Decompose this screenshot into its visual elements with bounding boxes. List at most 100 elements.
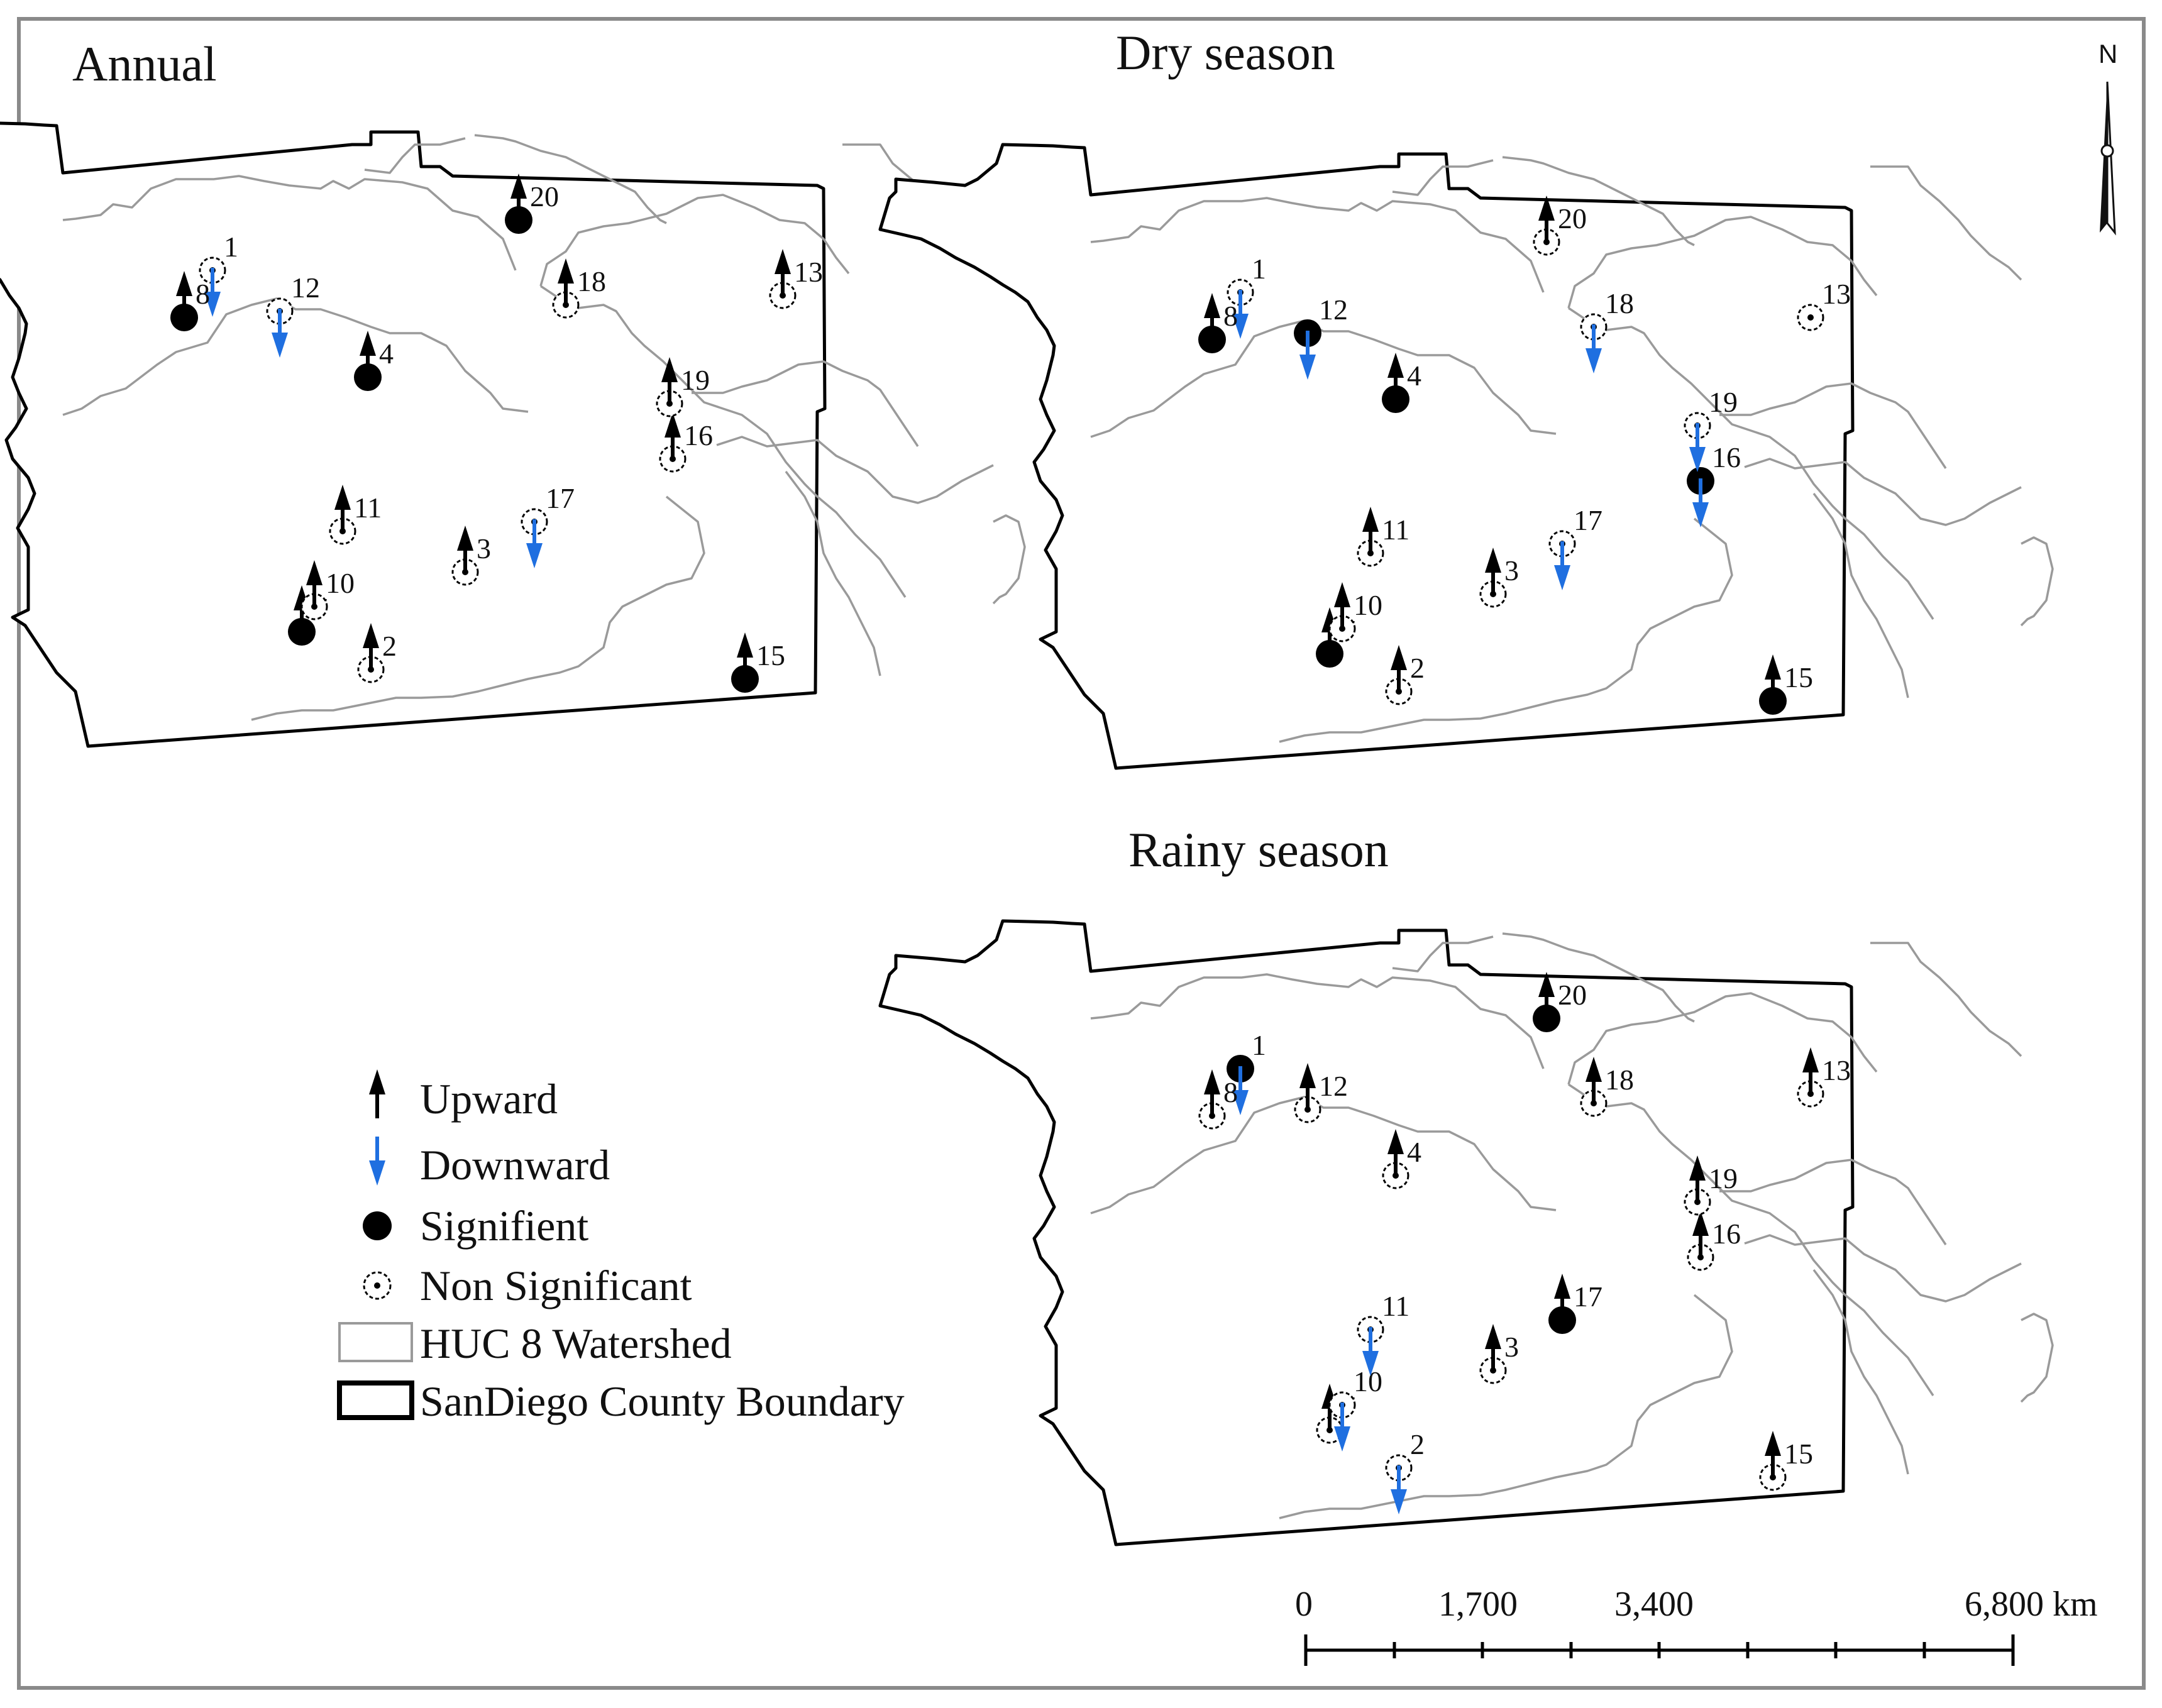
station-marker: 3 xyxy=(1479,548,1519,608)
legend-item-upward: Upward xyxy=(369,1069,558,1123)
map-title-dry-season: Dry season xyxy=(1116,25,1335,80)
station-label: 20 xyxy=(530,180,559,212)
stations-rainy-season: 12347810111213151617181920 xyxy=(1198,972,1851,1514)
station-marker: 15 xyxy=(731,632,785,693)
station-marker: 17 xyxy=(521,482,575,568)
station-marker: 12 xyxy=(266,272,320,358)
station-marker: 19 xyxy=(1684,386,1738,472)
station-marker: 8 xyxy=(1198,1069,1238,1130)
station-marker: 19 xyxy=(1684,1155,1738,1216)
station-label: 10 xyxy=(326,567,355,599)
station-label: 17 xyxy=(1574,1281,1602,1313)
station-marker: 1 xyxy=(1227,1029,1266,1115)
north-arrow: N xyxy=(2099,39,2117,236)
station-label: 4 xyxy=(1407,1136,1421,1168)
station-label: 13 xyxy=(1822,278,1851,310)
station-label: 15 xyxy=(1784,661,1813,693)
map-panel-dry-season: Dry season 12347810111213151617181920 xyxy=(880,25,2053,768)
downward-arrow-icon xyxy=(369,1137,385,1186)
station-label: 20 xyxy=(1558,202,1587,234)
station-label: 1 xyxy=(1252,253,1266,285)
station-label: 11 xyxy=(354,492,382,524)
legend-item-non-significant: Non Significant xyxy=(363,1262,692,1309)
station-label: 1 xyxy=(224,231,238,263)
upward-arrow-icon xyxy=(369,1069,385,1118)
map-title-rainy-season: Rainy season xyxy=(1128,822,1389,877)
station-marker: 2 xyxy=(357,623,397,683)
figure-border xyxy=(17,17,2146,1690)
station-marker: 3 xyxy=(1479,1324,1519,1384)
stations-annual: 12347810111213151617181920 xyxy=(170,174,823,693)
station-marker: 20 xyxy=(505,174,559,234)
legend-item-downward: Downward xyxy=(369,1137,610,1189)
north-arrow-label: N xyxy=(2099,39,2117,69)
station-label: 15 xyxy=(1784,1438,1813,1470)
station-label: 13 xyxy=(794,256,823,288)
station-label: 18 xyxy=(1605,287,1634,319)
station-label: 15 xyxy=(756,639,785,671)
stations-dry-season: 12347810111213151617181920 xyxy=(1198,196,1851,715)
station-label: 13 xyxy=(1822,1054,1851,1086)
county-map-dry-season xyxy=(880,145,2053,768)
station-label: 10 xyxy=(1354,1365,1382,1397)
station-marker: 16 xyxy=(1687,441,1741,527)
station-label: 1 xyxy=(1252,1029,1266,1061)
legend-label-upward: Upward xyxy=(420,1075,558,1123)
legend-label-non-significant: Non Significant xyxy=(420,1262,692,1309)
station-label: 2 xyxy=(382,630,397,662)
station-label: 3 xyxy=(477,532,491,565)
station-label: 17 xyxy=(546,482,575,514)
station-label: 4 xyxy=(1407,360,1421,392)
legend-label-watershed: HUC 8 Watershed xyxy=(420,1320,732,1367)
non-significant-dot-icon xyxy=(363,1271,392,1300)
scale-label-0: 0 xyxy=(1295,1585,1313,1624)
station-marker: 2 xyxy=(1385,645,1425,705)
station-label: 16 xyxy=(1712,1218,1741,1250)
station-marker: 11 xyxy=(329,485,382,545)
station-marker: 11 xyxy=(1357,507,1409,567)
station-label: 8 xyxy=(196,278,210,310)
scale-label-3: 6,800 km xyxy=(1965,1585,2098,1624)
station-marker: 3 xyxy=(451,526,491,586)
station-marker: 20 xyxy=(1533,196,1587,256)
station-marker: 12 xyxy=(1294,1063,1348,1123)
station-marker: 10 xyxy=(1328,582,1382,642)
legend-label-county-boundary: SanDiego County Boundary xyxy=(420,1377,905,1425)
station-label: 19 xyxy=(1709,1162,1738,1194)
station-label: 16 xyxy=(1712,441,1741,473)
station-marker: 8 xyxy=(1198,293,1238,353)
station-center-dot xyxy=(1807,314,1814,321)
station-marker: 4 xyxy=(1382,353,1421,413)
scale-bar-graphic xyxy=(1304,1634,2015,1666)
station-marker: 4 xyxy=(354,331,394,391)
station-marker: 17 xyxy=(1548,1274,1602,1334)
station-label: 12 xyxy=(1319,1070,1348,1102)
north-arrow-icon xyxy=(2100,81,2116,236)
station-marker: 1 xyxy=(1227,253,1266,339)
station-label: 2 xyxy=(1410,1428,1425,1460)
station-marker: 18 xyxy=(1580,287,1634,373)
station-marker: 18 xyxy=(1580,1057,1634,1117)
legend-item-watershed: HUC 8 Watershed xyxy=(338,1320,732,1367)
watershed-swatch-icon xyxy=(338,1322,413,1362)
station-label: 18 xyxy=(577,265,606,297)
map-title-annual: Annual xyxy=(72,36,217,91)
station-label: 3 xyxy=(1504,554,1519,587)
station-marker: 13 xyxy=(1797,278,1851,331)
station-label: 10 xyxy=(1354,589,1382,621)
map-panel-annual: Annual 12347810111213151617181920 xyxy=(0,36,1025,746)
station-label: 3 xyxy=(1504,1331,1519,1363)
station-label: 2 xyxy=(1410,652,1425,684)
county-map-rainy-season xyxy=(880,921,2053,1545)
station-label: 11 xyxy=(1382,1290,1409,1322)
station-label: 17 xyxy=(1574,504,1602,536)
station-label: 8 xyxy=(1223,1076,1238,1108)
legend-item-county-boundary: SanDiego County Boundary xyxy=(337,1377,905,1425)
station-marker: 20 xyxy=(1533,972,1587,1032)
station-marker: 16 xyxy=(1687,1211,1741,1271)
legend-item-significant: Signifient xyxy=(363,1202,588,1250)
station-marker: 15 xyxy=(1759,654,1813,715)
station-marker: 13 xyxy=(769,249,823,309)
station-label: 8 xyxy=(1223,300,1238,332)
